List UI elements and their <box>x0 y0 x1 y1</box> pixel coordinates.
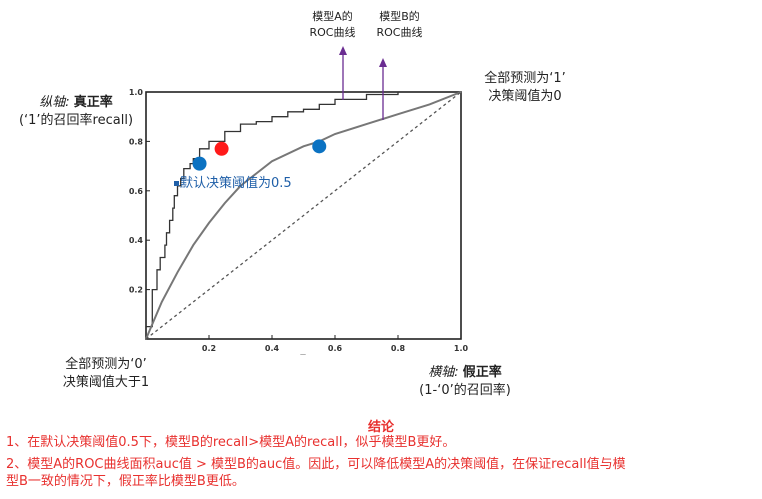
top-right-label-line1: 全部预测为‘1’ <box>484 71 566 86</box>
x-tick-label: 0.6 <box>328 344 343 353</box>
bottom-left-label-line2: 决策阈值大于1 <box>62 375 150 390</box>
model-b-arrowhead <box>379 58 387 67</box>
threshold-marker-1 <box>192 156 207 171</box>
x-tick-label: 0.8 <box>391 344 406 353</box>
default-threshold-label: 默认决策阈值为0.5 <box>174 175 292 193</box>
plot-frame <box>145 91 462 340</box>
conclusion-title: 结论 <box>367 420 394 435</box>
default-threshold-text: 默认决策阈值为0.5 <box>180 176 292 191</box>
model-a-label-line2: ROC曲线 <box>309 26 356 39</box>
conclusion-line-3: 型B一致的情况下，假正率比模型B更低。 <box>6 474 245 489</box>
model-b-curve <box>145 91 462 340</box>
model-a-label: 模型A的 ROC曲线 <box>305 9 360 41</box>
model-b-label: 模型B的 ROC曲线 <box>372 9 427 41</box>
threshold-markers <box>192 139 327 171</box>
y-tick-label: 0.4 <box>129 236 144 245</box>
bottom-left-label-line1: 全部预测为‘0’ <box>65 357 147 372</box>
x-tick-label: 0.2 <box>202 344 216 353</box>
model-b-label-line1: 模型B的 <box>379 10 420 23</box>
threshold-marker-2 <box>214 141 229 156</box>
model-b-label-line2: ROC曲线 <box>376 26 423 39</box>
y-axis-sub: (‘1’的召回率recall) <box>18 113 134 128</box>
x-tick-label: 1.0 <box>454 344 469 353</box>
x-tick-label: 0.4 <box>265 344 280 353</box>
random-baseline-line <box>145 91 462 340</box>
y-tick-label: 0.6 <box>129 187 144 196</box>
x-axis-small-label: — <box>300 351 306 358</box>
y-tick-label: 0.2 <box>129 286 143 295</box>
y-tick-label: 1.0 <box>129 88 144 97</box>
model-a-arrowhead <box>339 46 347 55</box>
y-axis-italic: 纵轴: <box>39 95 70 110</box>
top-right-label-line2: 决策阈值为0 <box>488 89 562 104</box>
model-a-label-line1: 模型A的 <box>312 10 353 23</box>
bottom-left-label: 全部预测为‘0’ 决策阈值大于1 <box>46 356 166 392</box>
x-axis-bold: 假正率 <box>462 365 502 380</box>
y-tick-label: 0.8 <box>129 137 144 146</box>
x-axis-sub: (1-‘0’的召回率) <box>419 383 511 398</box>
top-right-label: 全部预测为‘1’ 决策阈值为0 <box>470 70 580 106</box>
threshold-marker-3 <box>312 139 327 154</box>
x-axis-italic: 横轴: <box>428 365 459 380</box>
x-axis-title: 横轴: 假正率 (1-‘0’的召回率) <box>400 364 530 400</box>
y-axis-title: 纵轴: 真正率 (‘1’的召回率recall) <box>6 94 146 130</box>
default-threshold-marker <box>174 181 179 186</box>
conclusion-line-1: 1、在默认决策阈值0.5下，模型B的recall>模型A的recall，似乎模型… <box>6 435 456 450</box>
roc-curves <box>145 91 462 340</box>
y-axis-bold: 真正率 <box>73 95 113 110</box>
conclusion-line-2: 2、模型A的ROC曲线面积auc值 > 模型B的auc值。因此，可以降低模型A的… <box>6 457 626 472</box>
conclusion-block: 结论 1、在默认决策阈值0.5下，模型B的recall>模型A的recall，似… <box>0 416 762 489</box>
axis-ticks: 0.2 0.4 0.6 0.8 1.0 0.2 0.4 0.6 0.8 1.0 <box>129 88 469 353</box>
